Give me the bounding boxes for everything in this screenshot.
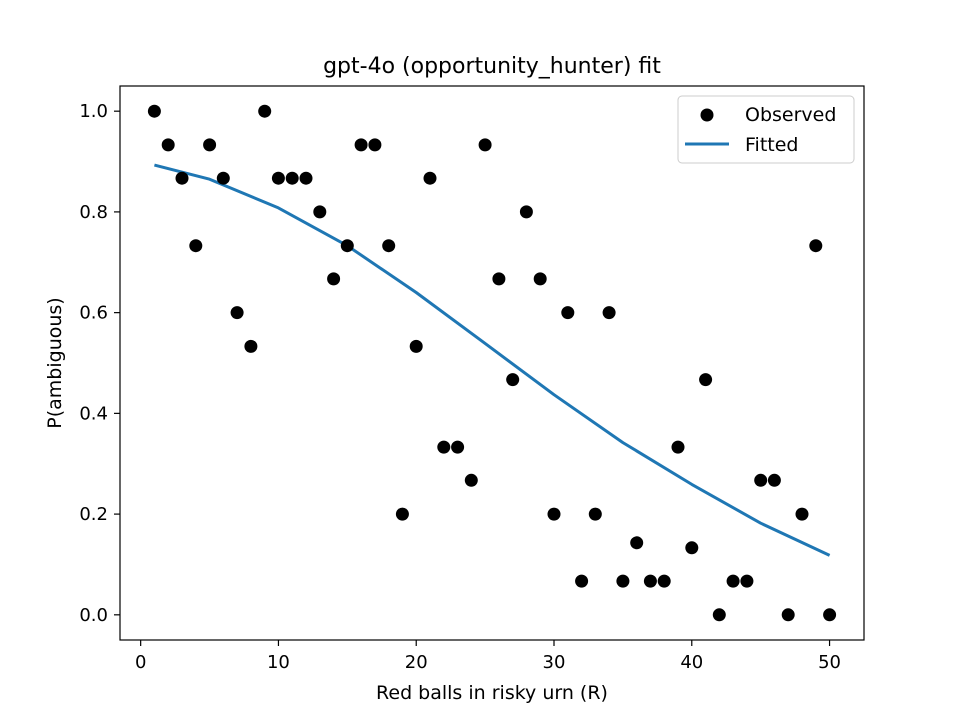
axis-ticks: 0 10 20 30 40 50 0.0 0.2 0.4 0.6 0.8 1.0 [79,101,841,673]
observed-point [382,239,396,253]
observed-point [258,104,272,118]
plot-area [120,86,864,640]
observed-point [616,574,630,588]
observed-point [464,473,478,487]
observed-point [230,306,244,320]
observed-point [754,473,768,487]
observed-point [726,574,740,588]
chart-title: gpt-4o (opportunity_hunter) fit [323,54,661,79]
y-tick-label: 0.6 [79,303,108,324]
x-axis-label: Red balls in risky urn (R) [376,682,608,704]
observed-point [451,440,465,454]
observed-point [161,138,175,152]
observed-point [354,138,368,152]
x-tick-label: 10 [267,652,290,673]
observed-point [492,272,506,286]
observed-point [395,507,409,521]
observed-point [561,306,575,320]
observed-point [685,541,699,555]
observed-point [313,205,327,219]
observed-point [795,507,809,521]
observed-point [547,507,561,521]
observed-point [506,373,520,387]
observed-point [423,171,437,185]
x-tick-label: 0 [135,652,146,673]
y-axis-label: P(ambiguous) [44,297,66,428]
observed-point [478,138,492,152]
observed-point [740,574,754,588]
observed-point [533,272,547,286]
observed-point [327,272,341,286]
observed-point [671,440,685,454]
legend-label-fitted: Fitted [745,134,798,156]
observed-point [175,171,189,185]
legend: Observed Fitted [677,95,855,164]
observed-point [271,171,285,185]
observed-point [244,339,258,353]
observed-point [588,507,602,521]
observed-point [189,239,203,253]
observed-point [657,574,671,588]
observed-point [575,574,589,588]
observed-point [602,306,616,320]
observed-point [368,138,382,152]
y-tick-label: 0.0 [79,605,108,626]
observed-point [630,536,644,550]
y-tick-label: 0.8 [79,202,108,223]
observed-point [340,239,354,253]
observed-point [519,205,533,219]
observed-point [216,171,230,185]
observed-point [203,138,217,152]
observed-point [781,608,795,622]
observed-point [699,373,713,387]
observed-point [823,608,837,622]
plot-frame [119,85,865,641]
observed-point [299,171,313,185]
x-tick-label: 40 [680,652,703,673]
x-tick-label: 20 [405,652,428,673]
legend-marker-observed [700,108,714,122]
legend-frame [677,95,855,164]
observed-point [809,239,823,253]
x-tick-label: 50 [818,652,841,673]
legend-label-observed: Observed [745,104,836,126]
chart-marks [147,104,837,622]
observed-point [712,608,726,622]
observed-point [409,339,423,353]
observed-point [767,473,781,487]
fitted-line [154,163,831,557]
y-tick-label: 0.2 [79,504,108,525]
y-tick-label: 0.4 [79,403,108,424]
observed-point [285,171,299,185]
observed-point [147,104,161,118]
observed-point [437,440,451,454]
y-tick-label: 1.0 [79,101,108,122]
observed-point [643,574,657,588]
x-tick-label: 30 [543,652,566,673]
